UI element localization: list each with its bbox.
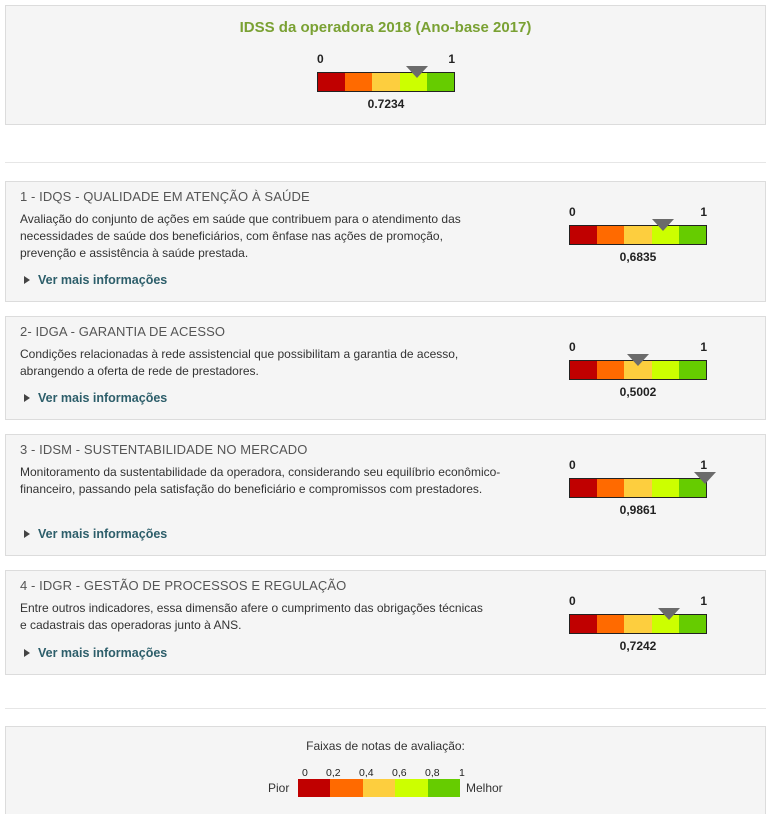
dimension-panel-idqs: 1 - IDQS - QUALIDADE EM ATENÇÃO À SAÚDE … — [5, 181, 766, 302]
more-info-link[interactable]: Ver mais informações — [24, 646, 167, 660]
dimension-description: Monitoramento da sustentabilidade da ope… — [20, 465, 501, 496]
divider — [5, 708, 766, 709]
expand-arrow-icon — [24, 529, 30, 538]
gauge-min-label: 0 — [569, 340, 576, 354]
summary-score: 0.7234 — [367, 97, 405, 111]
gauge-marker-icon — [657, 608, 680, 620]
legend-worst-label: Pior — [268, 781, 290, 795]
gauge-color-bar — [317, 72, 455, 92]
dimension-score: 0,5002 — [619, 385, 657, 399]
legend-tick: 1 — [459, 767, 465, 779]
dimension-title: 4 - IDGR - GESTÃO DE PROCESSOS E REGULAÇ… — [20, 578, 347, 593]
dimension-description: Condições relacionadas à rede assistenci… — [20, 347, 459, 378]
legend-ticks: 0 0,2 0,4 0,6 0,8 1 — [298, 767, 468, 779]
more-info-link[interactable]: Ver mais informações — [24, 391, 167, 405]
gauge-min-label: 0 — [569, 594, 576, 608]
gauge-marker-icon — [652, 219, 675, 231]
gauge-marker-icon — [405, 66, 428, 78]
dimension-title: 1 - IDQS - QUALIDADE EM ATENÇÃO À SAÚDE — [20, 189, 310, 204]
gauge-min-label: 0 — [569, 205, 576, 219]
summary-title: IDSS da operadora 2018 (Ano-base 2017) — [239, 19, 532, 36]
expand-arrow-icon — [24, 275, 30, 284]
dimension-title: 2- IDGA - GARANTIA DE ACESSO — [20, 324, 226, 339]
dimension-score: 0,9861 — [619, 503, 657, 517]
gauge-marker-icon — [694, 472, 717, 484]
gauge-color-bar — [569, 478, 707, 498]
legend-title: Faixas de notas de avaliação: — [306, 739, 465, 753]
dimension-score: 0,7242 — [619, 639, 657, 653]
divider — [5, 162, 766, 163]
dimension-score: 0,6835 — [619, 250, 657, 264]
gauge-color-bar — [569, 614, 707, 634]
legend-best-label: Melhor — [466, 781, 503, 795]
legend-color-bar — [298, 779, 461, 797]
gauge-max-label: 1 — [700, 594, 707, 608]
legend-tick: 0 — [302, 767, 308, 779]
legend-tick: 0,4 — [359, 767, 374, 779]
gauge-marker-icon — [627, 354, 650, 366]
dimension-description: Entre outros indicadores, essa dimensão … — [20, 601, 483, 632]
rating-legend-panel: Faixas de notas de avaliação: 0 0,2 0,4 … — [5, 726, 766, 814]
gauge-max-label: 1 — [700, 205, 707, 219]
gauge-max-label: 1 — [700, 340, 707, 354]
gauge-min-label: 0 — [569, 458, 576, 472]
legend-tick: 0,6 — [392, 767, 407, 779]
dimension-description: Avaliação do conjunto de ações em saúde … — [20, 212, 461, 260]
gauge-color-bar — [569, 225, 707, 245]
gauge-min-label: 0 — [317, 52, 324, 66]
gauge-max-label: 1 — [448, 52, 455, 66]
dimension-title: 3 - IDSM - SUSTENTABILIDADE NO MERCADO — [20, 442, 308, 457]
legend-tick: 0,2 — [326, 767, 341, 779]
dimension-panel-idgr: 4 - IDGR - GESTÃO DE PROCESSOS E REGULAÇ… — [5, 570, 766, 675]
more-info-link[interactable]: Ver mais informações — [24, 527, 167, 541]
dimension-panel-idsm: 3 - IDSM - SUSTENTABILIDADE NO MERCADO M… — [5, 434, 766, 556]
more-info-link[interactable]: Ver mais informações — [24, 273, 167, 287]
idss-summary-panel: IDSS da operadora 2018 (Ano-base 2017) 0… — [5, 5, 766, 125]
expand-arrow-icon — [24, 393, 30, 402]
dimension-panel-idga: 2- IDGA - GARANTIA DE ACESSO Condições r… — [5, 316, 766, 420]
expand-arrow-icon — [24, 648, 30, 657]
gauge-max-label: 1 — [700, 458, 707, 472]
legend-tick: 0,8 — [425, 767, 440, 779]
